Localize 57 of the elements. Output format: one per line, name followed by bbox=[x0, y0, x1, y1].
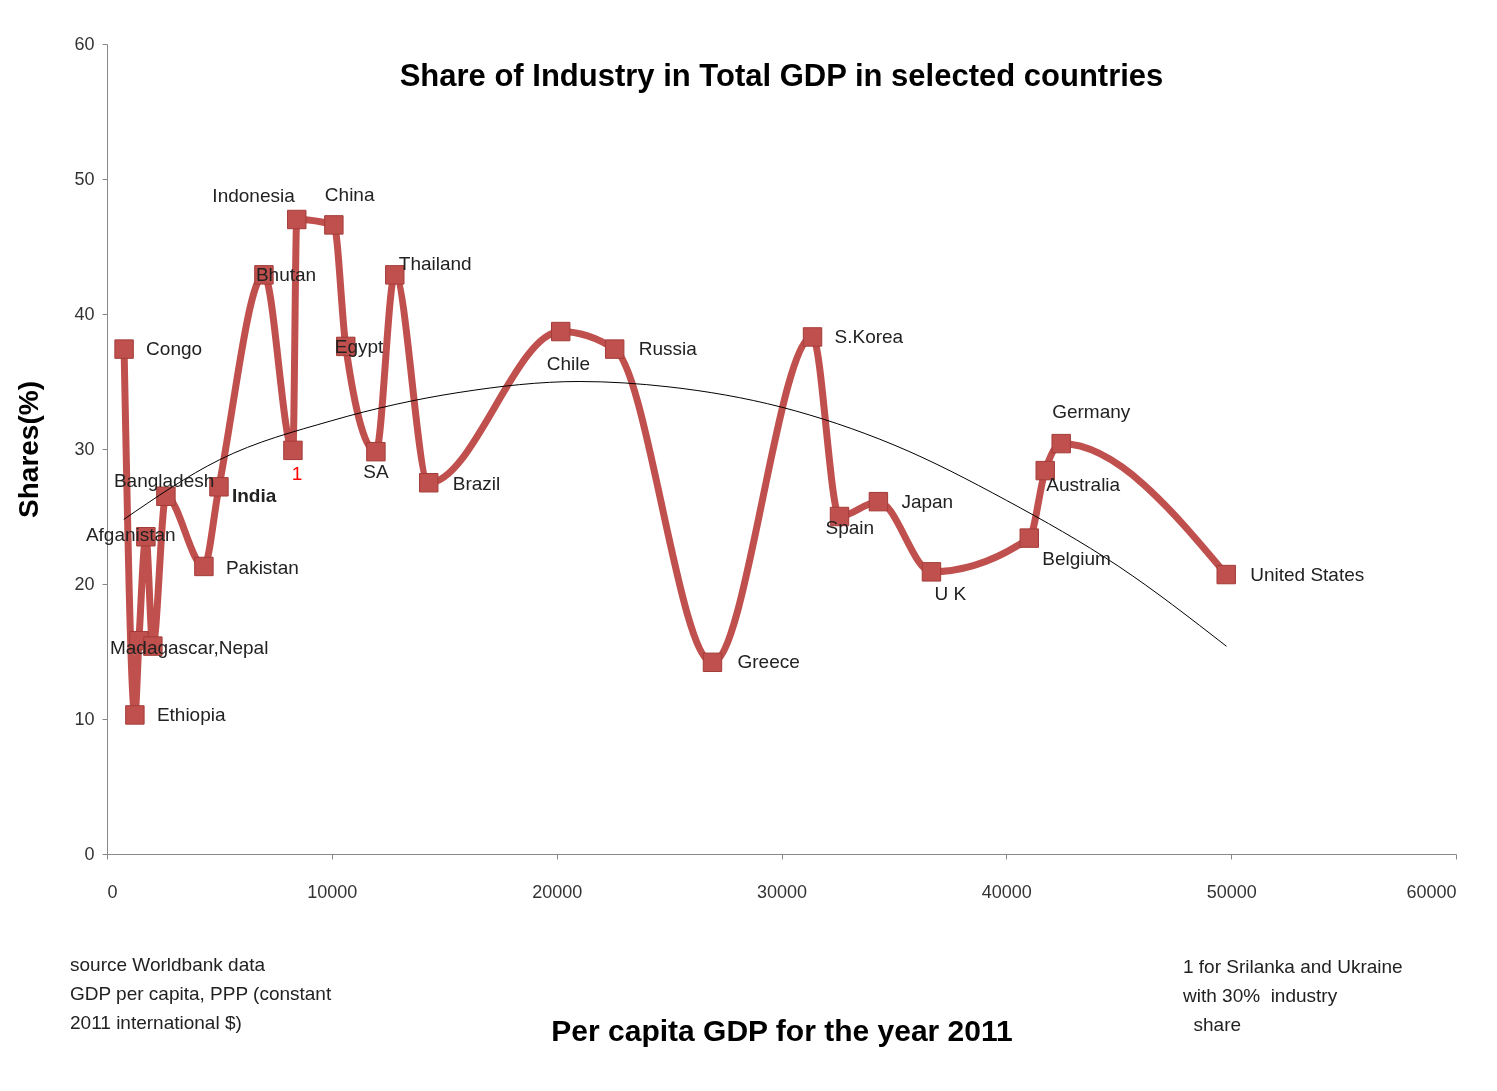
point bbox=[366, 441, 386, 462]
source-note: source Worldbank data GDP per capita, PPP (constant 2011 international $) bbox=[70, 953, 332, 1035]
annotation: Indonesia bbox=[212, 184, 296, 206]
annotation: Belgium bbox=[1042, 548, 1111, 570]
point bbox=[114, 339, 134, 359]
y-tick-label: 20 bbox=[74, 573, 95, 594]
text: 1 for Srilanka and Ukraine with 30% industry share bbox=[1183, 955, 1403, 1037]
y-tick-label: 30 bbox=[74, 438, 95, 459]
annotation: India bbox=[231, 484, 277, 506]
x-tick-label: 30000 bbox=[756, 881, 808, 902]
annotation: Chile bbox=[546, 352, 591, 374]
y-axis-title: Shares(%) bbox=[13, 381, 45, 518]
annotation: SA bbox=[363, 460, 389, 482]
x-tick-label: 10000 bbox=[307, 881, 358, 902]
annotation: United States bbox=[1250, 563, 1365, 585]
point bbox=[802, 327, 823, 347]
point bbox=[921, 562, 942, 582]
x-tick-label: 0 bbox=[107, 881, 118, 902]
annotation: Congo bbox=[146, 338, 203, 360]
point bbox=[194, 556, 214, 577]
point bbox=[287, 209, 307, 230]
annotation: Brazil bbox=[452, 472, 501, 494]
point bbox=[419, 473, 439, 493]
point bbox=[324, 215, 344, 235]
point bbox=[550, 321, 571, 342]
y-tick-label: 0 bbox=[84, 843, 95, 864]
annotation: Thailand bbox=[398, 252, 472, 274]
annotation: China bbox=[324, 183, 375, 205]
annotation: Spain bbox=[825, 516, 875, 538]
annotation: 1 bbox=[291, 463, 303, 485]
annotation: S.Korea bbox=[834, 325, 904, 347]
x-axis-title: Per capita GDP for the year 2011 bbox=[551, 1013, 1013, 1047]
point bbox=[283, 440, 303, 461]
annotation: Ethiopia bbox=[156, 703, 226, 725]
point bbox=[125, 705, 145, 725]
y-tick-label: 10 bbox=[74, 708, 95, 729]
point bbox=[1216, 564, 1236, 585]
x-tick-label: 50000 bbox=[1206, 881, 1257, 902]
x-tick-label: 40000 bbox=[981, 881, 1032, 902]
annotation: Greece bbox=[737, 651, 800, 673]
point bbox=[604, 339, 625, 359]
point bbox=[702, 652, 723, 673]
annotation: Pakistan bbox=[225, 557, 299, 579]
point bbox=[868, 491, 889, 512]
point bbox=[1051, 433, 1071, 454]
annotation: Australia bbox=[1046, 473, 1121, 495]
annotation: U K bbox=[934, 582, 967, 604]
annotation: Japan bbox=[901, 490, 954, 512]
y-tick-label: 40 bbox=[74, 303, 95, 324]
x-tick-label: 20000 bbox=[532, 881, 583, 902]
annotation: Russia bbox=[638, 338, 698, 360]
y-tick-label: 60 bbox=[74, 33, 95, 54]
x-tick-label: 60000 bbox=[1406, 881, 1457, 902]
chart-title: Share of Industry in Total GDP in selected countries bbox=[399, 58, 1164, 93]
annotation: Germany bbox=[1052, 400, 1131, 422]
point bbox=[1019, 528, 1039, 548]
y-tick-label: 50 bbox=[74, 168, 95, 189]
